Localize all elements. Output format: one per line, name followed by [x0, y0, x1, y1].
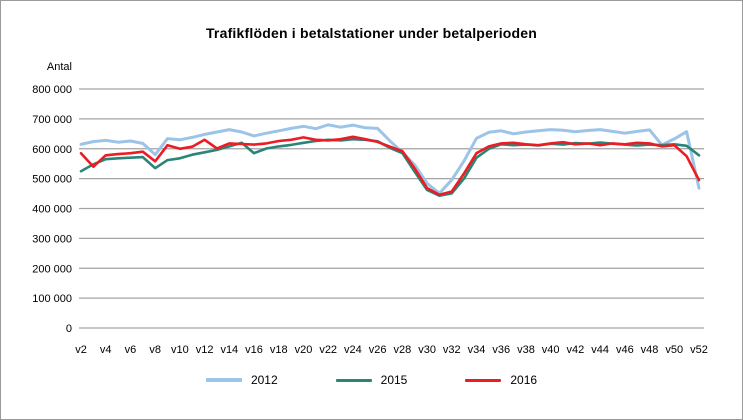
legend-swatch-2016	[465, 378, 502, 382]
x-tick-label: v18	[270, 344, 288, 356]
y-tick-label: 200 000	[32, 263, 72, 275]
x-tick-label: v48	[641, 344, 659, 356]
legend-item-2015: 2015	[335, 373, 408, 387]
legend-swatch-2015	[335, 378, 372, 382]
x-tick-label: v52	[690, 344, 708, 356]
x-tick-label: v16	[245, 344, 263, 356]
y-tick-label: 800 000	[32, 84, 72, 96]
x-tick-label: v2	[75, 344, 87, 356]
y-tick-label: 400 000	[32, 204, 72, 216]
x-tick-label: v14	[220, 344, 238, 356]
legend-item-2012: 2012	[205, 373, 278, 387]
x-tick-label: v38	[517, 344, 535, 356]
legend-swatch-2012	[205, 378, 242, 382]
x-tick-label: v22	[319, 344, 337, 356]
x-tick-label: v10	[171, 344, 189, 356]
x-tick-label: v24	[344, 344, 362, 356]
legend-label-2012: 2012	[250, 373, 278, 387]
chart-title: Trafikflöden i betalstationer under beta…	[205, 25, 538, 41]
x-tick-label: v12	[196, 344, 214, 356]
x-tick-label: v20	[295, 344, 313, 356]
y-axis-title: Antal	[46, 61, 72, 73]
series-line-2016	[79, 135, 701, 197]
legend-item-2016: 2016	[465, 373, 537, 387]
x-tick-label: v34	[468, 344, 486, 356]
y-tick-label: 0	[66, 323, 72, 335]
x-tick-label: v44	[591, 344, 609, 356]
y-tick-label: 100 000	[32, 293, 72, 305]
y-tick-label: 300 000	[32, 233, 72, 245]
x-tick-label: v6	[125, 344, 137, 356]
legend-label-2016: 2016	[510, 373, 538, 387]
y-tick-label: 700 000	[32, 114, 72, 126]
series-line-2012	[79, 123, 701, 195]
x-tick-label: v50	[665, 344, 683, 356]
legend-label-2015: 2015	[380, 373, 408, 387]
x-tick-label: v30	[418, 344, 436, 356]
y-tick-label: 500 000	[32, 174, 72, 186]
x-tick-label: v42	[567, 344, 585, 356]
x-tick-label: v4	[100, 344, 112, 356]
legend: 2012 2015 2016	[1, 373, 742, 387]
x-tick-label: v28	[393, 344, 411, 356]
x-tick-label: v46	[616, 344, 634, 356]
x-tick-label: v8	[149, 344, 161, 356]
x-tick-label: v32	[443, 344, 461, 356]
x-tick-label: v36	[492, 344, 510, 356]
x-tick-label: v26	[369, 344, 387, 356]
x-tick-label: v40	[542, 344, 560, 356]
y-tick-label: 600 000	[32, 144, 72, 156]
